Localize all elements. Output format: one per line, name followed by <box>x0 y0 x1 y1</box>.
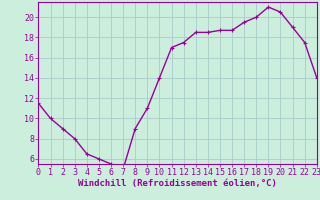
X-axis label: Windchill (Refroidissement éolien,°C): Windchill (Refroidissement éolien,°C) <box>78 179 277 188</box>
